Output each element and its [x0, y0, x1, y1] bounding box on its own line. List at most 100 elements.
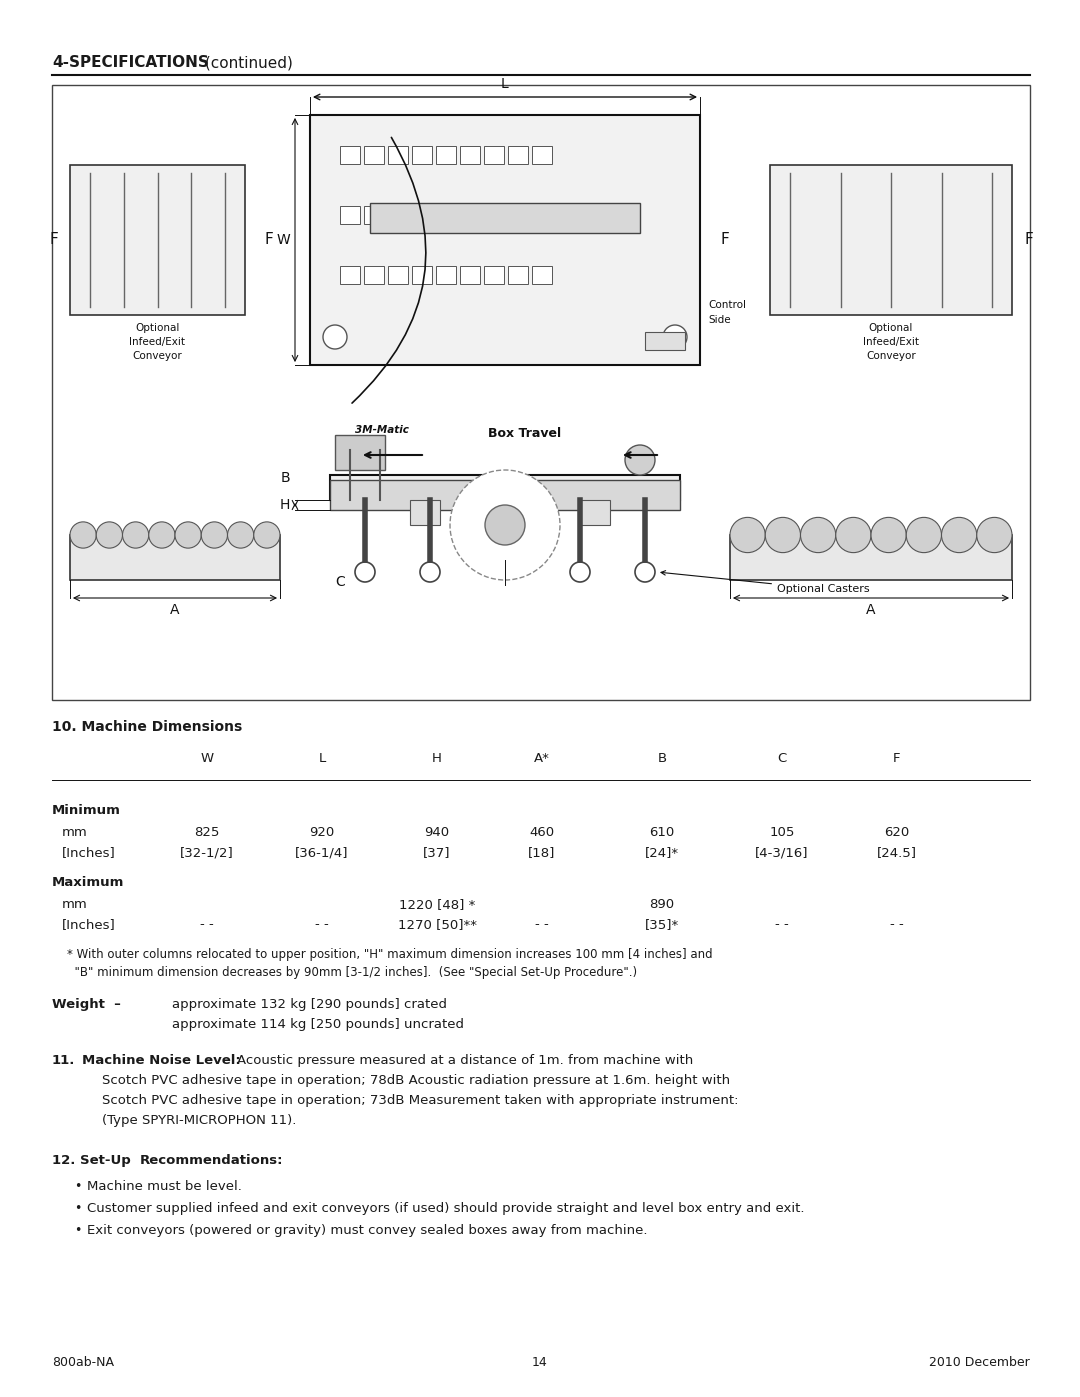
- Bar: [508, 147, 528, 163]
- Circle shape: [800, 517, 836, 553]
- Text: approximate 132 kg [290 pounds] crated: approximate 132 kg [290 pounds] crated: [172, 997, 447, 1011]
- Text: Customer supplied infeed and exit conveyors (if used) should provide straight an: Customer supplied infeed and exit convey…: [87, 1201, 805, 1215]
- Bar: [370, 203, 640, 233]
- Text: •: •: [75, 1224, 81, 1236]
- Circle shape: [122, 522, 149, 548]
- Bar: [388, 147, 408, 163]
- Text: [Inches]: [Inches]: [62, 847, 116, 859]
- Bar: [436, 265, 456, 284]
- Bar: [330, 475, 680, 500]
- Text: [Inches]: [Inches]: [62, 918, 116, 930]
- Circle shape: [323, 326, 347, 349]
- Text: 940: 940: [424, 826, 449, 840]
- Text: Machine Noise Level:: Machine Noise Level:: [82, 1053, 241, 1067]
- Circle shape: [906, 517, 942, 553]
- Bar: [364, 205, 384, 224]
- Text: W: W: [276, 233, 291, 247]
- Bar: [310, 115, 700, 365]
- Text: - -: - -: [890, 918, 904, 930]
- Bar: [330, 481, 680, 510]
- Circle shape: [730, 517, 766, 553]
- Bar: [460, 265, 480, 284]
- Text: 825: 825: [194, 826, 219, 840]
- Text: F: F: [720, 232, 729, 247]
- Text: - -: - -: [315, 918, 329, 930]
- Text: - -: - -: [775, 918, 788, 930]
- Text: L: L: [501, 77, 509, 91]
- Text: Exit conveyors (powered or gravity) must convey sealed boxes away from machine.: Exit conveyors (powered or gravity) must…: [87, 1224, 648, 1236]
- Text: (continued): (continued): [200, 54, 293, 70]
- Bar: [532, 147, 552, 163]
- Text: F: F: [50, 232, 58, 247]
- Text: L: L: [319, 752, 326, 766]
- Text: [24]*: [24]*: [645, 847, 679, 859]
- Text: [36-1/4]: [36-1/4]: [295, 847, 349, 859]
- Text: Acoustic pressure measured at a distance of 1m. from machine with: Acoustic pressure measured at a distance…: [237, 1053, 693, 1067]
- Text: A: A: [171, 604, 179, 617]
- Circle shape: [70, 522, 96, 548]
- Text: W: W: [201, 752, 214, 766]
- Bar: [460, 147, 480, 163]
- Bar: [340, 147, 360, 163]
- Text: H: H: [280, 497, 291, 511]
- Bar: [388, 265, 408, 284]
- Text: mm: mm: [62, 826, 87, 840]
- Circle shape: [201, 522, 228, 548]
- Text: 3M-Matic: 3M-Matic: [355, 425, 409, 434]
- Bar: [411, 265, 432, 284]
- Text: [24.5]: [24.5]: [877, 847, 917, 859]
- Text: Minimum: Minimum: [52, 805, 121, 817]
- Text: Side: Side: [708, 314, 731, 326]
- Text: 10. Machine Dimensions: 10. Machine Dimensions: [52, 719, 242, 733]
- Text: 620: 620: [885, 826, 909, 840]
- Text: Scotch PVC adhesive tape in operation; 73dB Measurement taken with appropriate i: Scotch PVC adhesive tape in operation; 7…: [102, 1094, 739, 1106]
- Text: 610: 610: [649, 826, 675, 840]
- Text: Maximum: Maximum: [52, 876, 124, 888]
- Bar: [70, 535, 280, 580]
- Circle shape: [870, 517, 906, 553]
- Text: 920: 920: [309, 826, 335, 840]
- Text: Recommendations:: Recommendations:: [140, 1154, 283, 1166]
- Circle shape: [96, 522, 122, 548]
- Bar: [364, 265, 384, 284]
- Circle shape: [976, 517, 1012, 553]
- Bar: [411, 147, 432, 163]
- Bar: [340, 265, 360, 284]
- Text: C: C: [335, 576, 345, 590]
- Bar: [335, 434, 384, 469]
- Text: 1220 [48] *: 1220 [48] *: [399, 898, 475, 911]
- Text: 890: 890: [649, 898, 675, 911]
- Text: Weight  –: Weight –: [52, 997, 121, 1011]
- Text: 4-SPECIFICATIONS: 4-SPECIFICATIONS: [52, 54, 208, 70]
- Circle shape: [355, 562, 375, 583]
- Bar: [730, 535, 1012, 580]
- Bar: [460, 205, 480, 224]
- Text: - -: - -: [535, 918, 549, 930]
- Text: 1270 [50]**: 1270 [50]**: [397, 918, 476, 930]
- Circle shape: [149, 522, 175, 548]
- Text: •: •: [75, 1180, 81, 1193]
- Circle shape: [485, 504, 525, 545]
- Text: Scotch PVC adhesive tape in operation; 78dB Acoustic radiation pressure at 1.6m.: Scotch PVC adhesive tape in operation; 7…: [102, 1074, 730, 1087]
- Bar: [532, 265, 552, 284]
- Text: F: F: [265, 232, 273, 247]
- Text: 460: 460: [529, 826, 554, 840]
- Text: [4-3/16]: [4-3/16]: [755, 847, 809, 859]
- Bar: [580, 500, 610, 525]
- Text: Optional: Optional: [868, 323, 914, 332]
- Circle shape: [175, 522, 201, 548]
- Text: 12. Set-Up: 12. Set-Up: [52, 1154, 131, 1166]
- Text: [37]: [37]: [423, 847, 450, 859]
- Text: "B" minimum dimension decreases by 90mm [3-1/2 inches].  (See "Special Set-Up Pr: "B" minimum dimension decreases by 90mm …: [67, 965, 637, 979]
- Bar: [436, 147, 456, 163]
- Bar: [484, 147, 504, 163]
- Circle shape: [625, 446, 654, 475]
- Circle shape: [228, 522, 254, 548]
- Text: F: F: [1024, 232, 1032, 247]
- Text: Conveyor: Conveyor: [866, 351, 916, 360]
- Bar: [508, 265, 528, 284]
- Bar: [484, 265, 504, 284]
- Circle shape: [663, 326, 687, 349]
- Circle shape: [836, 517, 870, 553]
- Bar: [645, 332, 685, 351]
